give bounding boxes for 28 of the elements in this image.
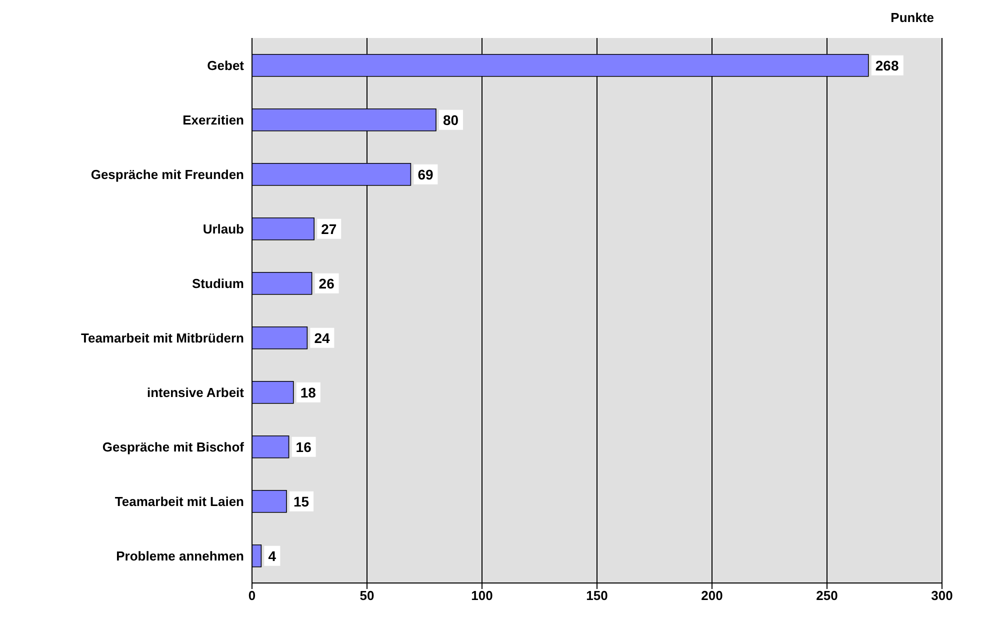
y-tick-label: Gespräche mit Freunden [90, 166, 244, 182]
x-tick-label: 150 [586, 588, 608, 604]
data-label: 26 [318, 275, 335, 292]
data-label: 4 [268, 548, 276, 564]
y-tick-label: Exerzitien [182, 112, 244, 128]
y-tick-label: Probleme annehmen [116, 548, 244, 564]
data-label: 18 [300, 384, 316, 400]
x-tick-label: 0 [248, 588, 256, 604]
y-tick-label: Studium [192, 276, 244, 291]
y-tick-label: Gebet [207, 58, 245, 73]
data-label: 268 [875, 57, 899, 74]
x-tick-label: 100 [471, 588, 493, 604]
x-tick-label: 300 [931, 588, 953, 604]
x-tick-label: 200 [701, 588, 723, 604]
x-tick-label: 250 [816, 588, 838, 604]
y-tick-label: Teamarbeit mit Mitbrüdern [80, 330, 244, 346]
data-label: 16 [296, 438, 312, 455]
y-tick-label: Gespräche mit Bischof [102, 439, 245, 454]
x-tick-label: 50 [360, 588, 374, 604]
x-axis-title: Punkte [890, 10, 934, 25]
y-tick-label: Urlaub [202, 221, 244, 236]
data-label: 80 [443, 112, 459, 128]
y-tick-label: intensive Arbeit [146, 384, 245, 400]
data-label: 15 [294, 493, 310, 510]
data-label: 69 [418, 166, 434, 182]
y-tick-label: Teamarbeit mit Laien [114, 494, 244, 509]
data-label: 24 [314, 330, 330, 346]
data-label: 27 [321, 220, 337, 237]
